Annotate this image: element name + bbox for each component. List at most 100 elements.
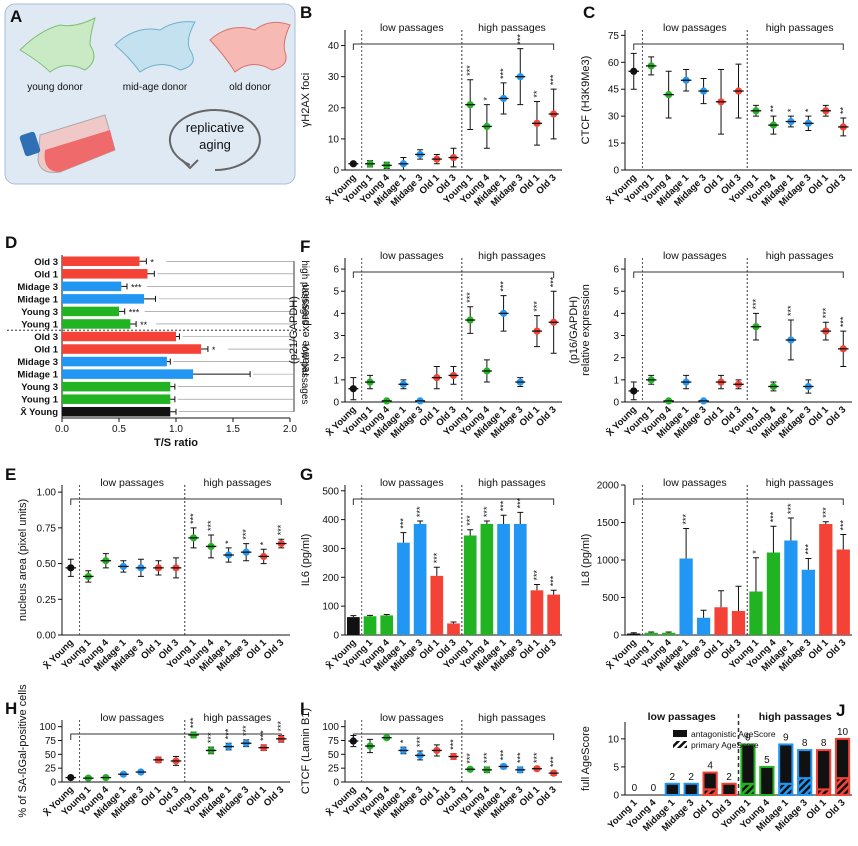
significance-label: * xyxy=(212,345,216,355)
y-tick-label: 6 xyxy=(613,265,619,276)
y-tick-label: Midage 3 xyxy=(17,357,58,368)
group-label: low passages xyxy=(663,477,727,489)
data-label: 8 xyxy=(821,738,827,749)
data-label: 8 xyxy=(802,738,808,749)
process-label: replicative xyxy=(186,120,245,135)
x-tick-label: Old 3 xyxy=(823,797,848,822)
y-tick-label: Young 1 xyxy=(21,395,58,406)
y-axis-label: relative expression xyxy=(300,284,312,376)
cell-label: young donor xyxy=(27,82,83,93)
bar-segment xyxy=(797,777,813,797)
error-bar xyxy=(166,358,171,365)
error-bar xyxy=(822,521,829,524)
x-tick-label: 1.5 xyxy=(226,424,240,435)
bar xyxy=(749,591,763,635)
panel-label: D xyxy=(5,233,17,252)
y-tick-label: 75 xyxy=(608,31,620,42)
bar-segment xyxy=(664,782,680,796)
significance-label: *** xyxy=(515,497,525,508)
significance-label: *** xyxy=(786,503,796,514)
error-bar xyxy=(450,621,457,624)
significance-label: *** xyxy=(549,575,559,586)
y-tick-label: 1 xyxy=(613,375,619,386)
error-bar xyxy=(500,514,507,524)
panel-label: I xyxy=(300,699,305,718)
y-tick-label: 0 xyxy=(50,778,56,789)
x-tick-label: Old 3 xyxy=(262,784,287,809)
error-bar xyxy=(139,258,147,265)
x-tick-label: Old 3 xyxy=(824,637,849,662)
bar-segment xyxy=(834,737,851,780)
comparison-bracket xyxy=(633,498,844,505)
y-axis-label: IL8 (pg/ml) xyxy=(580,534,592,587)
bar xyxy=(644,632,658,635)
y-axis-label: full AgeScore xyxy=(580,726,592,791)
panel-label: B xyxy=(300,3,312,22)
error-bar xyxy=(417,520,424,524)
error-bar xyxy=(170,408,177,415)
bar-segment xyxy=(683,782,699,796)
y-tick-label: 0 xyxy=(613,398,619,409)
error-bar xyxy=(170,383,176,390)
group-label: high passages xyxy=(204,477,272,489)
y-tick-label: 10 xyxy=(608,734,620,745)
bar xyxy=(662,632,676,635)
y-tick-label: 100 xyxy=(322,602,339,613)
bar xyxy=(62,256,140,267)
y-tick-label: Old 3 xyxy=(34,257,58,268)
error-bar xyxy=(367,614,374,617)
panel-label: H xyxy=(5,699,17,718)
y-tick-label: 1.00 xyxy=(37,488,57,499)
error-bar xyxy=(700,609,707,618)
group-label: high passages xyxy=(478,477,546,489)
y-tick-label: 200 xyxy=(322,573,339,584)
significance-label: *** xyxy=(482,752,492,763)
legend-label: antagonistic AgeScore xyxy=(691,729,776,739)
group-label: low passages xyxy=(663,250,727,262)
bar xyxy=(696,617,711,635)
group-label: low passages xyxy=(663,22,727,34)
y-tick-label: 0.00 xyxy=(37,631,57,642)
significance-label: *** xyxy=(681,513,691,524)
bar xyxy=(627,633,641,635)
error-bar xyxy=(193,371,251,378)
error-bar xyxy=(144,295,156,302)
bar-segment xyxy=(702,771,718,791)
y-tick-label: 4 xyxy=(613,309,619,320)
cell-label: old donor xyxy=(229,82,271,93)
significance-label: *** xyxy=(465,292,475,303)
significance-label: *** xyxy=(751,298,761,309)
y-tick-label: 0 xyxy=(333,631,339,642)
significance-label: *** xyxy=(241,725,251,736)
group-label: high passages xyxy=(478,22,546,34)
significance-label: * xyxy=(482,97,492,101)
group-label: low passages xyxy=(380,477,444,489)
significance-label: ** xyxy=(532,90,542,98)
y-tick-label: 50 xyxy=(45,750,57,761)
significance-label: *** xyxy=(532,570,542,581)
y-tick-label: 75 xyxy=(45,736,57,747)
error-bar xyxy=(770,525,777,553)
data-label: 9 xyxy=(745,732,751,743)
bar xyxy=(497,523,510,635)
significance-label: *** xyxy=(549,276,559,287)
significance-label: *** xyxy=(276,524,286,535)
significance-label: * xyxy=(224,540,234,544)
significance-label: *** xyxy=(499,500,509,511)
error-bar xyxy=(550,589,557,595)
significance-label: *** xyxy=(276,720,286,731)
bar-segment xyxy=(778,782,794,796)
error-bar xyxy=(517,511,524,524)
bar xyxy=(363,616,377,635)
error-bar xyxy=(648,631,655,633)
bar xyxy=(62,331,176,342)
significance-label: *** xyxy=(129,307,140,317)
bar xyxy=(62,269,148,279)
x-tick-label: 1.0 xyxy=(169,424,183,435)
error-bar xyxy=(840,534,847,550)
y-axis-label: (p16/GAPDH) xyxy=(568,296,580,364)
bar xyxy=(463,535,477,635)
error-bar xyxy=(683,528,690,559)
significance-label: *** xyxy=(499,749,509,760)
comparison-bracket xyxy=(70,498,282,505)
